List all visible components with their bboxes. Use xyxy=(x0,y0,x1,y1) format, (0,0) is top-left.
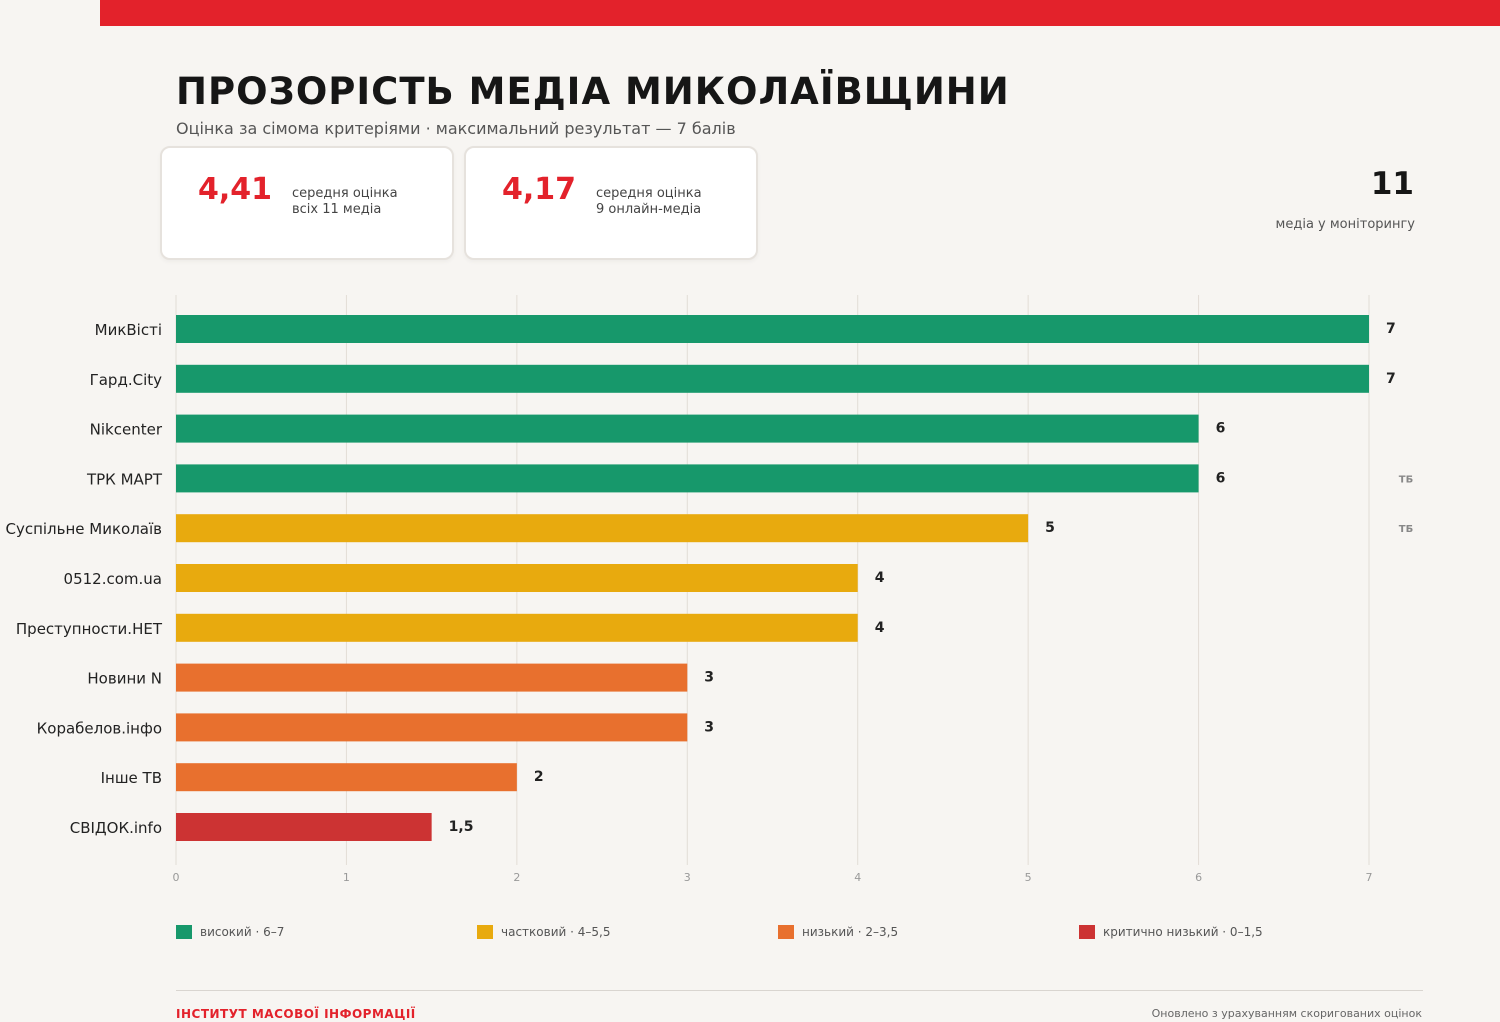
bar xyxy=(176,364,1369,393)
value-label: 1,5 xyxy=(449,819,474,835)
bar xyxy=(176,564,858,592)
value-label: 7 xyxy=(1386,371,1396,387)
bar xyxy=(176,464,1199,493)
legend-item-critical: критично низький · 0–1,5 xyxy=(1079,925,1263,939)
legend-item-partial: частковий · 4–5,5 xyxy=(477,925,610,939)
category-label: 0512.com.ua xyxy=(64,570,162,588)
stat-card-online-media: 4,17 середня оцінка 9 онлайн-медіа xyxy=(464,146,758,260)
bar xyxy=(176,763,517,792)
legend-swatch xyxy=(778,925,794,939)
legend-swatch xyxy=(1079,925,1095,939)
legend-swatch xyxy=(477,925,493,939)
value-label: 5 xyxy=(1045,520,1055,536)
media-type-tag: ТБ xyxy=(1399,524,1413,535)
category-label: Преступности.НЕТ xyxy=(16,620,163,638)
stat-value: 4,41 xyxy=(198,172,273,207)
bar xyxy=(176,514,1029,543)
stat-label: середня оцінка всіх 11 медіа xyxy=(292,186,398,218)
value-label: 2 xyxy=(534,769,544,785)
stat-value: 4,17 xyxy=(502,172,577,207)
x-tick-label: 6 xyxy=(1195,871,1202,884)
bar xyxy=(176,663,688,692)
value-label: 4 xyxy=(875,620,885,636)
value-label: 3 xyxy=(704,670,714,686)
x-tick-label: 3 xyxy=(684,871,691,884)
media-type-tag: ТБ xyxy=(1399,474,1413,485)
legend-label: частковий · 4–5,5 xyxy=(501,925,611,939)
x-tick-label: 5 xyxy=(1025,871,1032,884)
category-label: Nikcenter xyxy=(90,421,163,439)
legend-item-high: високий · 6–7 xyxy=(176,925,284,939)
x-tick-label: 7 xyxy=(1366,871,1373,884)
legend-label: низький · 2–3,5 xyxy=(802,925,899,939)
bar-chart: 0 1 2 3 4 5 6 7 МикВісті 7 Гард.City 7 Nikcenter 6 ТРК… xyxy=(5,295,1413,884)
category-label: Корабелов.інфо xyxy=(37,719,162,737)
legend: високий · 6–7 частковий · 4–5,5 низький … xyxy=(0,925,1500,945)
footer-divider xyxy=(176,990,1423,991)
value-label: 3 xyxy=(704,719,714,735)
bar xyxy=(176,613,858,642)
bar xyxy=(176,315,1369,343)
top-accent-bar xyxy=(100,0,1500,26)
category-label: Новини N xyxy=(87,670,162,688)
page-title: ПРОЗОРІСТЬ МЕДІА МИКОЛАЇВЩИНИ xyxy=(176,70,1010,113)
stat-card-all-media: 4,41 середня оцінка всіх 11 медіа xyxy=(160,146,454,260)
legend-swatch xyxy=(176,925,192,939)
stat-label-line: середня оцінка xyxy=(596,186,702,201)
stat-label: середня оцінка 9 онлайн-медіа xyxy=(596,186,702,218)
monitoring-count: 11 xyxy=(1370,166,1414,202)
x-tick-label: 0 xyxy=(173,871,180,884)
category-label: ТРК МАРТ xyxy=(86,470,163,488)
bar xyxy=(176,713,688,742)
footer-organization: ІНСТИТУТ МАСОВОЇ ІНФОРМАЦІЇ xyxy=(176,1007,416,1021)
value-label: 7 xyxy=(1386,321,1396,337)
monitoring-label: медіа у моніторингу xyxy=(1275,217,1415,232)
x-tick-label: 1 xyxy=(343,871,350,884)
value-label: 4 xyxy=(875,570,885,586)
category-label: Суспільне Миколаїв xyxy=(5,520,162,538)
category-label: Інше ТВ xyxy=(101,769,162,787)
category-label: Гард.City xyxy=(90,371,163,389)
legend-item-low: низький · 2–3,5 xyxy=(778,925,898,939)
stat-label-line: 9 онлайн-медіа xyxy=(596,202,702,217)
footer-note: Оновлено з урахуванням скоригованих оцін… xyxy=(1151,1007,1422,1020)
bar xyxy=(176,414,1199,443)
value-label: 6 xyxy=(1216,421,1226,437)
x-tick-label: 4 xyxy=(854,871,861,884)
bar xyxy=(176,813,432,841)
stat-label-line: всіх 11 медіа xyxy=(292,202,382,217)
legend-label: критично низький · 0–1,5 xyxy=(1103,925,1263,939)
value-label: 6 xyxy=(1216,470,1226,486)
category-label: МикВісті xyxy=(95,321,162,339)
x-tick-label: 2 xyxy=(513,871,520,884)
stat-label-line: середня оцінка xyxy=(292,186,398,201)
category-label: СВІДОК.info xyxy=(70,819,162,837)
legend-label: високий · 6–7 xyxy=(200,925,285,939)
page-subtitle: Оцінка за сімома критеріями · максимальн… xyxy=(176,119,736,138)
